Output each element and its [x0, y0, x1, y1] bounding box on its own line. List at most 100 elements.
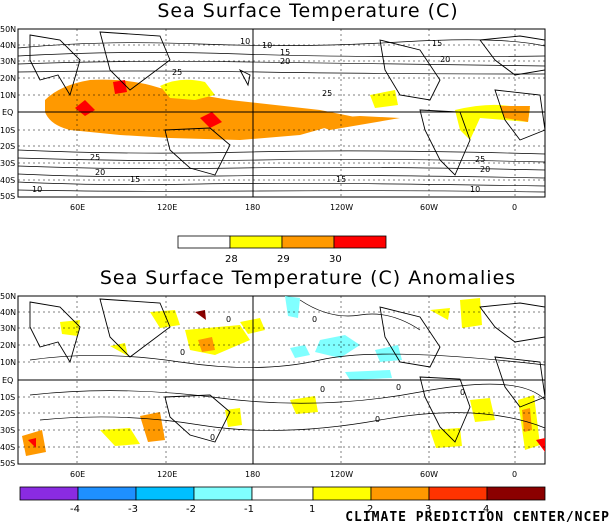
lon-label: 60W [420, 203, 438, 212]
colorbar-tick-label: -1 [244, 504, 254, 515]
lat-label: 20S [0, 142, 15, 151]
sst-contour-labels: 10 15 20 25 25 20 15 10 10 15 20 25 25 2… [32, 37, 490, 194]
lat-label: 10N [0, 91, 16, 100]
contour-label: 25 [475, 155, 485, 164]
colorbar-swatch [193, 486, 253, 501]
contour-label: 15 [432, 39, 442, 48]
lat-label: 40N [0, 41, 16, 50]
sst-colorbar: 28 29 30 [177, 235, 387, 265]
lon-label: 60E [70, 203, 85, 212]
contour-label: 25 [322, 89, 332, 98]
colorbar-tick-label: -3 [128, 504, 138, 515]
colorbar-tick-label: 29 [277, 254, 290, 265]
sst-anomaly-map-title: Sea Surface Temperature (C) Anomalies [99, 267, 517, 289]
lat-label: 30S [0, 426, 15, 435]
lat-label: 30N [0, 57, 16, 66]
lon-label: 180 [245, 470, 260, 479]
anomaly-longitude-labels: 60E 120E 180 120W 60W 0 [70, 470, 517, 479]
lon-label: 180 [245, 203, 260, 212]
lat-label: 10S [0, 393, 15, 402]
anomaly-contours [29, 299, 546, 431]
colorbar-tick-label: 2 [367, 504, 373, 515]
sst-anomaly-map: 0 0 0 0 0 0 0 0 50N 40N 30N 20N 10N EQ 1… [0, 292, 546, 479]
colorbar-tick-label: 3 [425, 504, 431, 515]
contour-label: 10 [262, 41, 272, 50]
sst-longitude-labels: 60E 120E 180 120W 60W 0 [70, 203, 517, 212]
lat-label: 50N [0, 25, 16, 34]
lon-label: 120W [330, 203, 353, 212]
lat-label: EQ [2, 108, 13, 117]
lat-label: 50N [0, 292, 16, 301]
lon-label: 120E [157, 203, 177, 212]
lat-label: 40N [0, 308, 16, 317]
lat-label: 40S [0, 176, 15, 185]
colorbar-swatch [486, 486, 546, 501]
anomaly-colorbar: -4 -3 -2 -1 1 2 3 4 [19, 486, 546, 515]
lon-label: 0 [512, 470, 517, 479]
sst-map-title: Sea Surface Temperature (C) [157, 0, 459, 22]
lat-label: 20S [0, 409, 15, 418]
anomaly-latitude-labels: 50N 40N 30N 20N 10N EQ 10S 20S 30S 40S 5… [0, 292, 16, 468]
contour-label: 0 [375, 415, 380, 424]
colorbar-swatch [333, 235, 387, 249]
colorbar-swatch [19, 486, 79, 501]
colorbar-swatch [281, 235, 335, 249]
contour-label: 20 [440, 55, 450, 64]
lat-label: 10S [0, 126, 15, 135]
contour-label: 25 [172, 68, 182, 77]
contour-label: 20 [480, 165, 490, 174]
lon-label: 0 [512, 203, 517, 212]
colorbar-tick-label: -4 [70, 504, 80, 515]
contour-label: 20 [95, 168, 105, 177]
contour-label: 0 [226, 315, 231, 324]
colorbar-swatch [251, 486, 314, 501]
anomaly-gridlines [18, 296, 545, 464]
colorbar-tick-label: 1 [309, 504, 315, 515]
sst-gridlines [18, 29, 545, 197]
lon-label: 60E [70, 470, 85, 479]
contour-label: 0 [312, 315, 317, 324]
contour-label: 0 [210, 433, 215, 442]
contour-label: 0 [180, 348, 185, 357]
contour-label: 10 [240, 37, 250, 46]
credit-text: CLIMATE PREDICTION CENTER/NCEP [345, 510, 610, 525]
lat-label: 50S [0, 192, 15, 201]
contour-label: 0 [320, 385, 325, 394]
sst-latitude-labels: 50N 40N 30N 20N 10N EQ 10S 20S 30S 40S 5… [0, 25, 16, 201]
colorbar-tick-label: 30 [329, 254, 342, 265]
colorbar-tick-label: 28 [225, 254, 238, 265]
lon-label: 120E [157, 470, 177, 479]
anomaly-contour-labels: 0 0 0 0 0 0 0 0 [180, 315, 465, 442]
contour-label: 15 [336, 175, 346, 184]
colorbar-swatch [177, 235, 231, 249]
colorbar-swatch [135, 486, 195, 501]
colorbar-swatch [428, 486, 488, 501]
lat-label: 30N [0, 324, 16, 333]
colorbar-tick-label: -2 [186, 504, 196, 515]
colorbar-tick-label: 4 [483, 504, 489, 515]
contour-label: 20 [280, 57, 290, 66]
contour-label: 0 [396, 383, 401, 392]
sst-map: 10 15 20 25 25 20 15 10 10 15 20 25 25 2… [0, 25, 546, 212]
lon-label: 120W [330, 470, 353, 479]
anomaly-shading [22, 296, 545, 456]
lat-label: 10N [0, 358, 16, 367]
contour-label: 15 [130, 175, 140, 184]
lat-label: 50S [0, 459, 15, 468]
lat-label: 30S [0, 159, 15, 168]
contour-label: 0 [460, 388, 465, 397]
contour-label: 15 [280, 48, 290, 57]
lat-label: EQ [2, 376, 13, 385]
sst-coastlines [29, 31, 546, 176]
colorbar-swatch [229, 235, 283, 249]
anomaly-coastlines [29, 298, 546, 443]
sst-contours [17, 39, 546, 193]
contour-label: 10 [32, 185, 42, 194]
contour-label: 25 [90, 153, 100, 162]
lon-label: 60W [420, 470, 438, 479]
lat-label: 20N [0, 74, 16, 83]
contour-label: 10 [470, 185, 480, 194]
colorbar-swatch [370, 486, 430, 501]
colorbar-swatch [312, 486, 372, 501]
